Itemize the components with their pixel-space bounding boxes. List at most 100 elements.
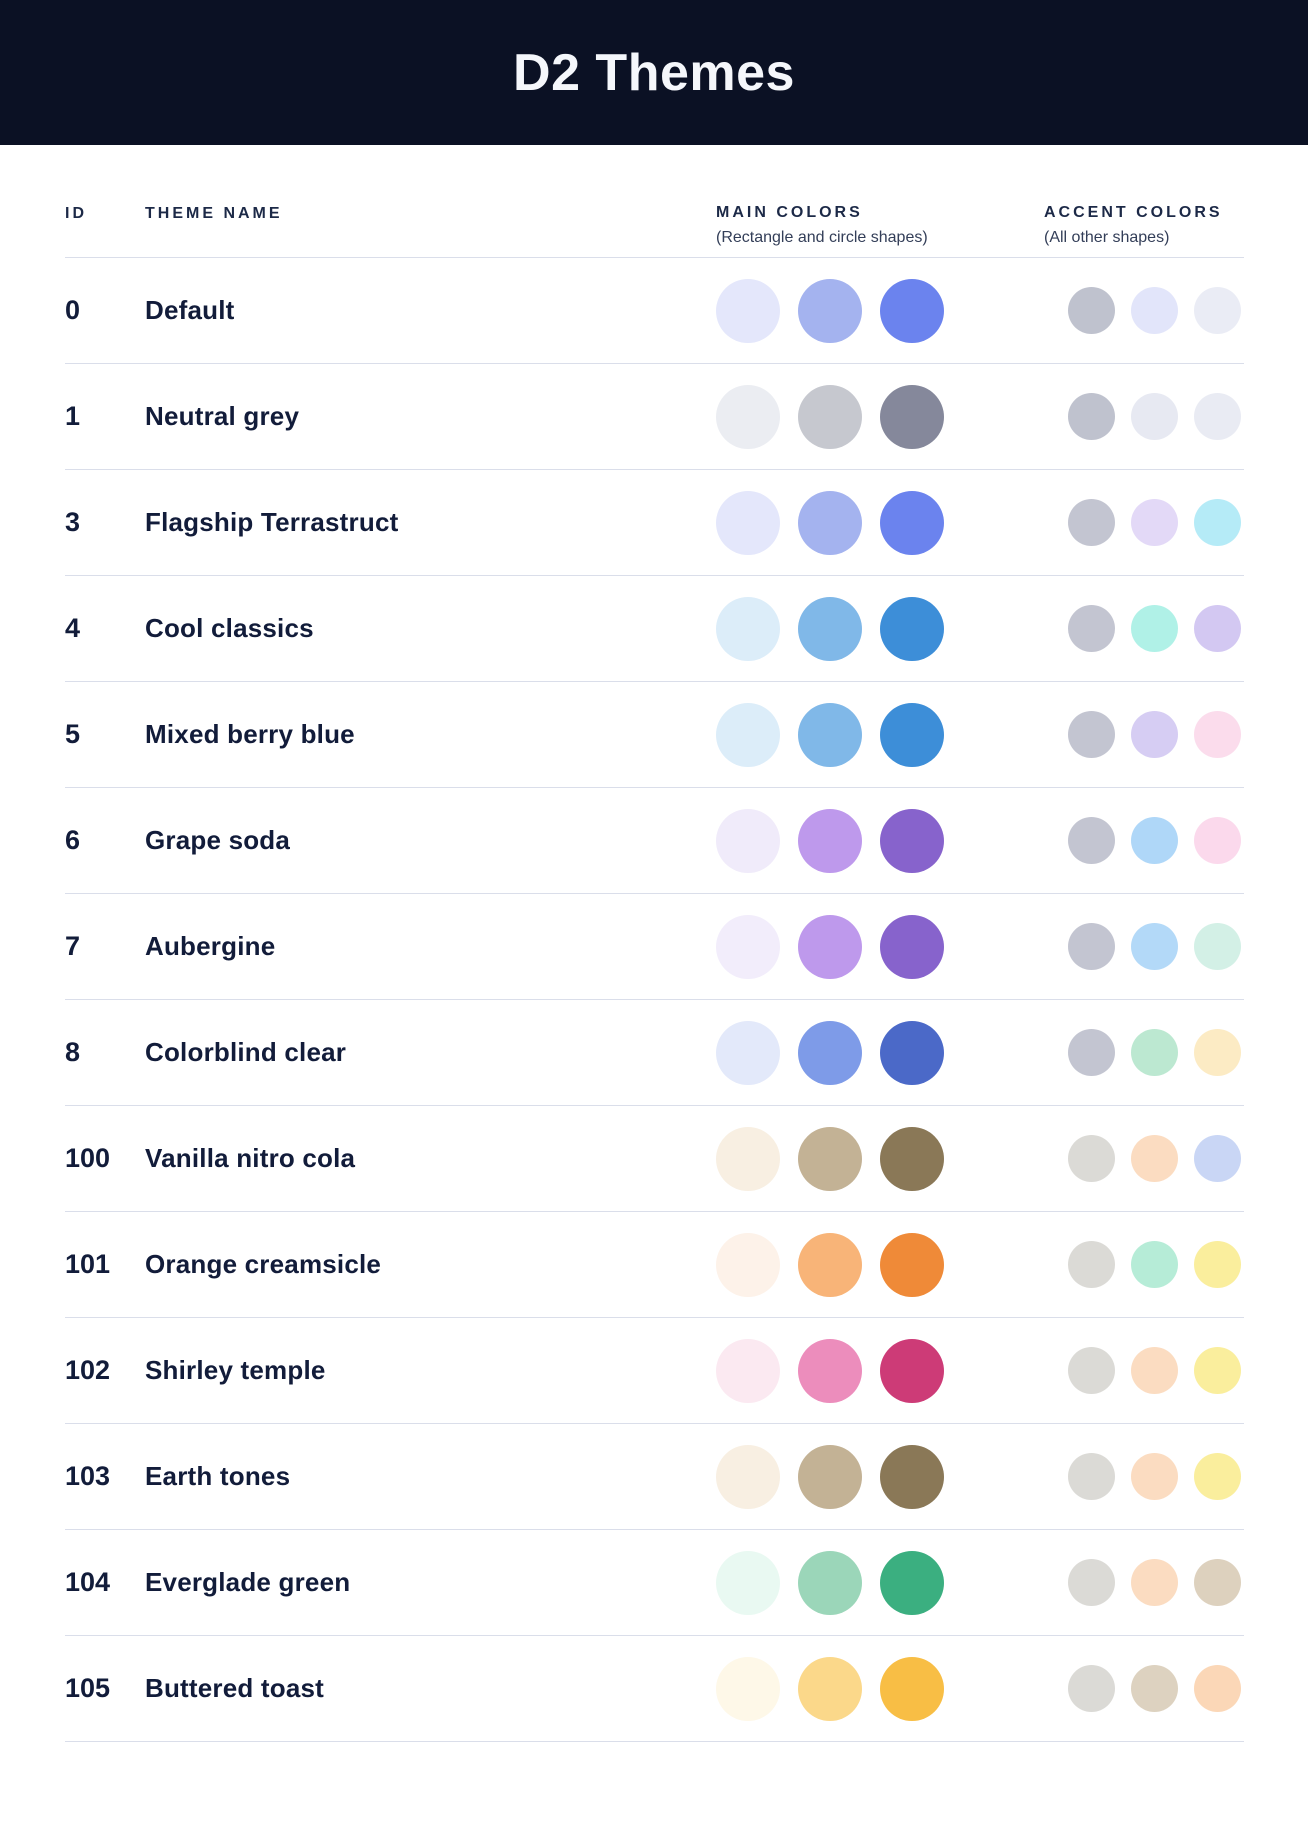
accent-color-swatch bbox=[1131, 499, 1178, 546]
accent-colors-group bbox=[1044, 817, 1244, 864]
accent-color-swatch bbox=[1194, 1241, 1241, 1288]
accent-color-swatch bbox=[1194, 287, 1241, 334]
main-colors-group bbox=[716, 1338, 944, 1403]
main-color-swatch bbox=[880, 1444, 944, 1509]
theme-row: 103 Earth tones bbox=[65, 1424, 1244, 1530]
col-header-main-label: MAIN COLORS bbox=[716, 204, 863, 221]
main-color-swatch bbox=[798, 1126, 862, 1191]
accent-color-swatch bbox=[1068, 923, 1115, 970]
accent-colors-group bbox=[1044, 711, 1244, 758]
main-color-swatch bbox=[880, 1232, 944, 1297]
main-colors-group bbox=[716, 702, 944, 767]
accent-color-swatch bbox=[1131, 1665, 1178, 1712]
accent-color-swatch bbox=[1068, 1559, 1115, 1606]
main-color-swatch bbox=[880, 1550, 944, 1615]
theme-row: 101 Orange creamsicle bbox=[65, 1212, 1244, 1318]
theme-id: 3 bbox=[65, 507, 81, 537]
table-header-row: ID THEME NAME MAIN COLORS (Rectangle and… bbox=[65, 145, 1244, 258]
theme-name: Shirley temple bbox=[145, 1355, 326, 1385]
theme-row: 0 Default bbox=[65, 258, 1244, 364]
theme-id: 104 bbox=[65, 1567, 111, 1597]
row-spacer bbox=[944, 1582, 1044, 1583]
main-color-swatch bbox=[798, 490, 862, 555]
main-colors-group bbox=[716, 278, 944, 343]
main-color-swatch bbox=[880, 1126, 944, 1191]
accent-colors-group bbox=[1044, 499, 1244, 546]
accent-color-swatch bbox=[1131, 287, 1178, 334]
accent-color-swatch bbox=[1068, 1241, 1115, 1288]
main-color-swatch bbox=[880, 490, 944, 555]
main-color-swatch bbox=[880, 596, 944, 661]
main-color-swatch bbox=[880, 1656, 944, 1721]
accent-colors-group bbox=[1044, 1347, 1244, 1394]
row-spacer bbox=[944, 1688, 1044, 1689]
main-colors-group bbox=[716, 1444, 944, 1509]
col-header-accent-colors: ACCENT COLORS (All other shapes) bbox=[1044, 203, 1244, 249]
theme-name: Cool classics bbox=[145, 613, 314, 643]
main-color-swatch bbox=[798, 914, 862, 979]
accent-color-swatch bbox=[1131, 711, 1178, 758]
accent-color-swatch bbox=[1194, 605, 1241, 652]
main-color-swatch bbox=[880, 278, 944, 343]
theme-name: Vanilla nitro cola bbox=[145, 1143, 356, 1173]
theme-id: 6 bbox=[65, 825, 81, 855]
theme-name: Earth tones bbox=[145, 1461, 291, 1491]
main-color-swatch bbox=[798, 1232, 862, 1297]
main-color-swatch bbox=[880, 1020, 944, 1085]
theme-id: 7 bbox=[65, 931, 81, 961]
col-header-name-label: THEME NAME bbox=[145, 205, 283, 222]
page-title: D2 Themes bbox=[513, 43, 795, 102]
main-color-swatch bbox=[716, 1550, 780, 1615]
main-color-swatch bbox=[716, 1338, 780, 1403]
main-color-swatch bbox=[798, 1444, 862, 1509]
theme-row: 100 Vanilla nitro cola bbox=[65, 1106, 1244, 1212]
row-spacer bbox=[944, 310, 1044, 311]
main-colors-group bbox=[716, 1126, 944, 1191]
main-color-swatch bbox=[716, 914, 780, 979]
main-color-swatch bbox=[716, 1656, 780, 1721]
accent-colors-group bbox=[1044, 923, 1244, 970]
theme-id: 101 bbox=[65, 1249, 111, 1279]
main-colors-group bbox=[716, 384, 944, 449]
main-colors-group bbox=[716, 808, 944, 873]
main-color-swatch bbox=[716, 808, 780, 873]
accent-color-swatch bbox=[1131, 1453, 1178, 1500]
theme-id: 8 bbox=[65, 1037, 81, 1067]
accent-color-swatch bbox=[1194, 1135, 1241, 1182]
main-color-swatch bbox=[798, 384, 862, 449]
theme-name: Aubergine bbox=[145, 931, 276, 961]
theme-row: 6 Grape soda bbox=[65, 788, 1244, 894]
main-colors-group bbox=[716, 914, 944, 979]
theme-row: 7 Aubergine bbox=[65, 894, 1244, 1000]
accent-colors-group bbox=[1044, 287, 1244, 334]
theme-id: 103 bbox=[65, 1461, 111, 1491]
theme-id: 0 bbox=[65, 295, 81, 325]
theme-id: 100 bbox=[65, 1143, 111, 1173]
accent-color-swatch bbox=[1131, 923, 1178, 970]
theme-name: Orange creamsicle bbox=[145, 1249, 382, 1279]
accent-color-swatch bbox=[1194, 817, 1241, 864]
row-spacer bbox=[944, 840, 1044, 841]
theme-row: 105 Buttered toast bbox=[65, 1636, 1244, 1742]
col-header-accent-subtitle: (All other shapes) bbox=[1044, 229, 1170, 246]
theme-row: 5 Mixed berry blue bbox=[65, 682, 1244, 788]
accent-color-swatch bbox=[1068, 1347, 1115, 1394]
accent-color-swatch bbox=[1194, 1559, 1241, 1606]
col-header-name: THEME NAME bbox=[145, 204, 716, 249]
theme-row: 1 Neutral grey bbox=[65, 364, 1244, 470]
accent-color-swatch bbox=[1068, 1453, 1115, 1500]
theme-name: Grape soda bbox=[145, 825, 291, 855]
main-color-swatch bbox=[798, 1550, 862, 1615]
main-color-swatch bbox=[716, 1126, 780, 1191]
col-header-main-colors: MAIN COLORS (Rectangle and circle shapes… bbox=[716, 203, 944, 249]
accent-color-swatch bbox=[1068, 711, 1115, 758]
accent-color-swatch bbox=[1068, 605, 1115, 652]
accent-color-swatch bbox=[1194, 499, 1241, 546]
theme-name: Flagship Terrastruct bbox=[145, 507, 399, 537]
col-header-main-subtitle: (Rectangle and circle shapes) bbox=[716, 229, 928, 246]
accent-color-swatch bbox=[1194, 1665, 1241, 1712]
main-colors-group bbox=[716, 1656, 944, 1721]
theme-name: Buttered toast bbox=[145, 1673, 325, 1703]
main-color-swatch bbox=[716, 1232, 780, 1297]
accent-color-swatch bbox=[1194, 1453, 1241, 1500]
